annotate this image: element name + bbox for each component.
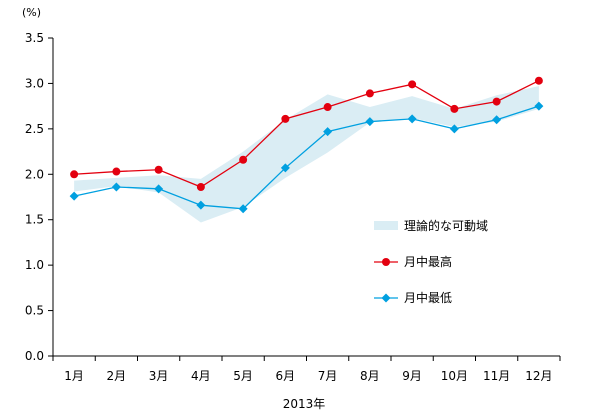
axes: 0.0 0.5 1.0 1.5 2.0 2.5 3.0 3.5 1月 2月 3月 4月 5月 6月 7月 8月… xyxy=(25,31,561,383)
x-tick-label: 8月 xyxy=(360,369,380,383)
series-2-point xyxy=(534,101,544,111)
x-tick-label: 4月 xyxy=(191,369,211,383)
x-tick-label: 11月 xyxy=(483,369,510,383)
x-tick-label: 7月 xyxy=(318,369,338,383)
y-tick-label: 1.0 xyxy=(25,258,44,272)
x-axis-label: 2013年 xyxy=(283,397,326,411)
series-2-point xyxy=(323,127,333,137)
legend-swatch-band xyxy=(374,221,398,230)
x-tick-label: 1月 xyxy=(64,369,84,383)
series-1-point xyxy=(323,103,332,112)
series-1-point xyxy=(112,167,121,176)
legend-label: 月中最低 xyxy=(404,290,452,305)
y-unit-label: (%) xyxy=(22,6,41,19)
band-area xyxy=(74,86,539,223)
series-1-point xyxy=(70,170,79,179)
series-2-point xyxy=(280,163,290,173)
series-2-point xyxy=(449,124,459,134)
series-1-point xyxy=(534,76,543,85)
y-tick-label: 2.0 xyxy=(25,167,44,181)
series-2-point xyxy=(111,182,121,192)
legend-marker-circle xyxy=(382,258,390,266)
series-1-point xyxy=(450,104,459,113)
series-1-point xyxy=(154,165,163,174)
series-2-point xyxy=(196,200,206,210)
series-1-point xyxy=(365,89,374,98)
x-tick-label: 5月 xyxy=(233,369,253,383)
band-layer xyxy=(74,86,539,223)
series-2-point xyxy=(238,204,248,214)
y-tick-label: 0.5 xyxy=(25,304,44,318)
series-layer xyxy=(69,76,544,214)
legend-label: 理論的な可動域 xyxy=(404,218,488,233)
series-2-point xyxy=(154,184,164,194)
series-2-point xyxy=(69,191,79,201)
y-tick-label: 3.0 xyxy=(25,76,44,90)
series-1-point xyxy=(239,155,248,164)
series-2-point xyxy=(407,114,417,124)
legend-label: 月中最高 xyxy=(404,254,452,269)
x-tick-label: 2月 xyxy=(107,369,127,383)
y-tick-label: 3.5 xyxy=(25,31,44,45)
y-tick-label: 2.5 xyxy=(25,122,44,136)
series-line-2 xyxy=(73,105,540,210)
x-tick-label: 6月 xyxy=(276,369,296,383)
series-1-point xyxy=(196,183,205,192)
y-tick-label: 1.5 xyxy=(25,213,44,227)
legend-marker-diamond xyxy=(381,293,391,303)
series-line-1 xyxy=(74,80,540,188)
y-tick-label: 0.0 xyxy=(25,349,44,363)
series-1-point xyxy=(408,80,417,89)
series-1-point xyxy=(281,114,290,123)
series-1-point xyxy=(492,97,501,106)
x-tick-label: 12月 xyxy=(525,369,552,383)
x-tick-label: 3月 xyxy=(149,369,169,383)
series-2-point xyxy=(365,117,375,127)
x-tick-label: 10月 xyxy=(441,369,468,383)
series-2-point xyxy=(492,115,502,125)
x-tick-label: 9月 xyxy=(402,369,422,383)
